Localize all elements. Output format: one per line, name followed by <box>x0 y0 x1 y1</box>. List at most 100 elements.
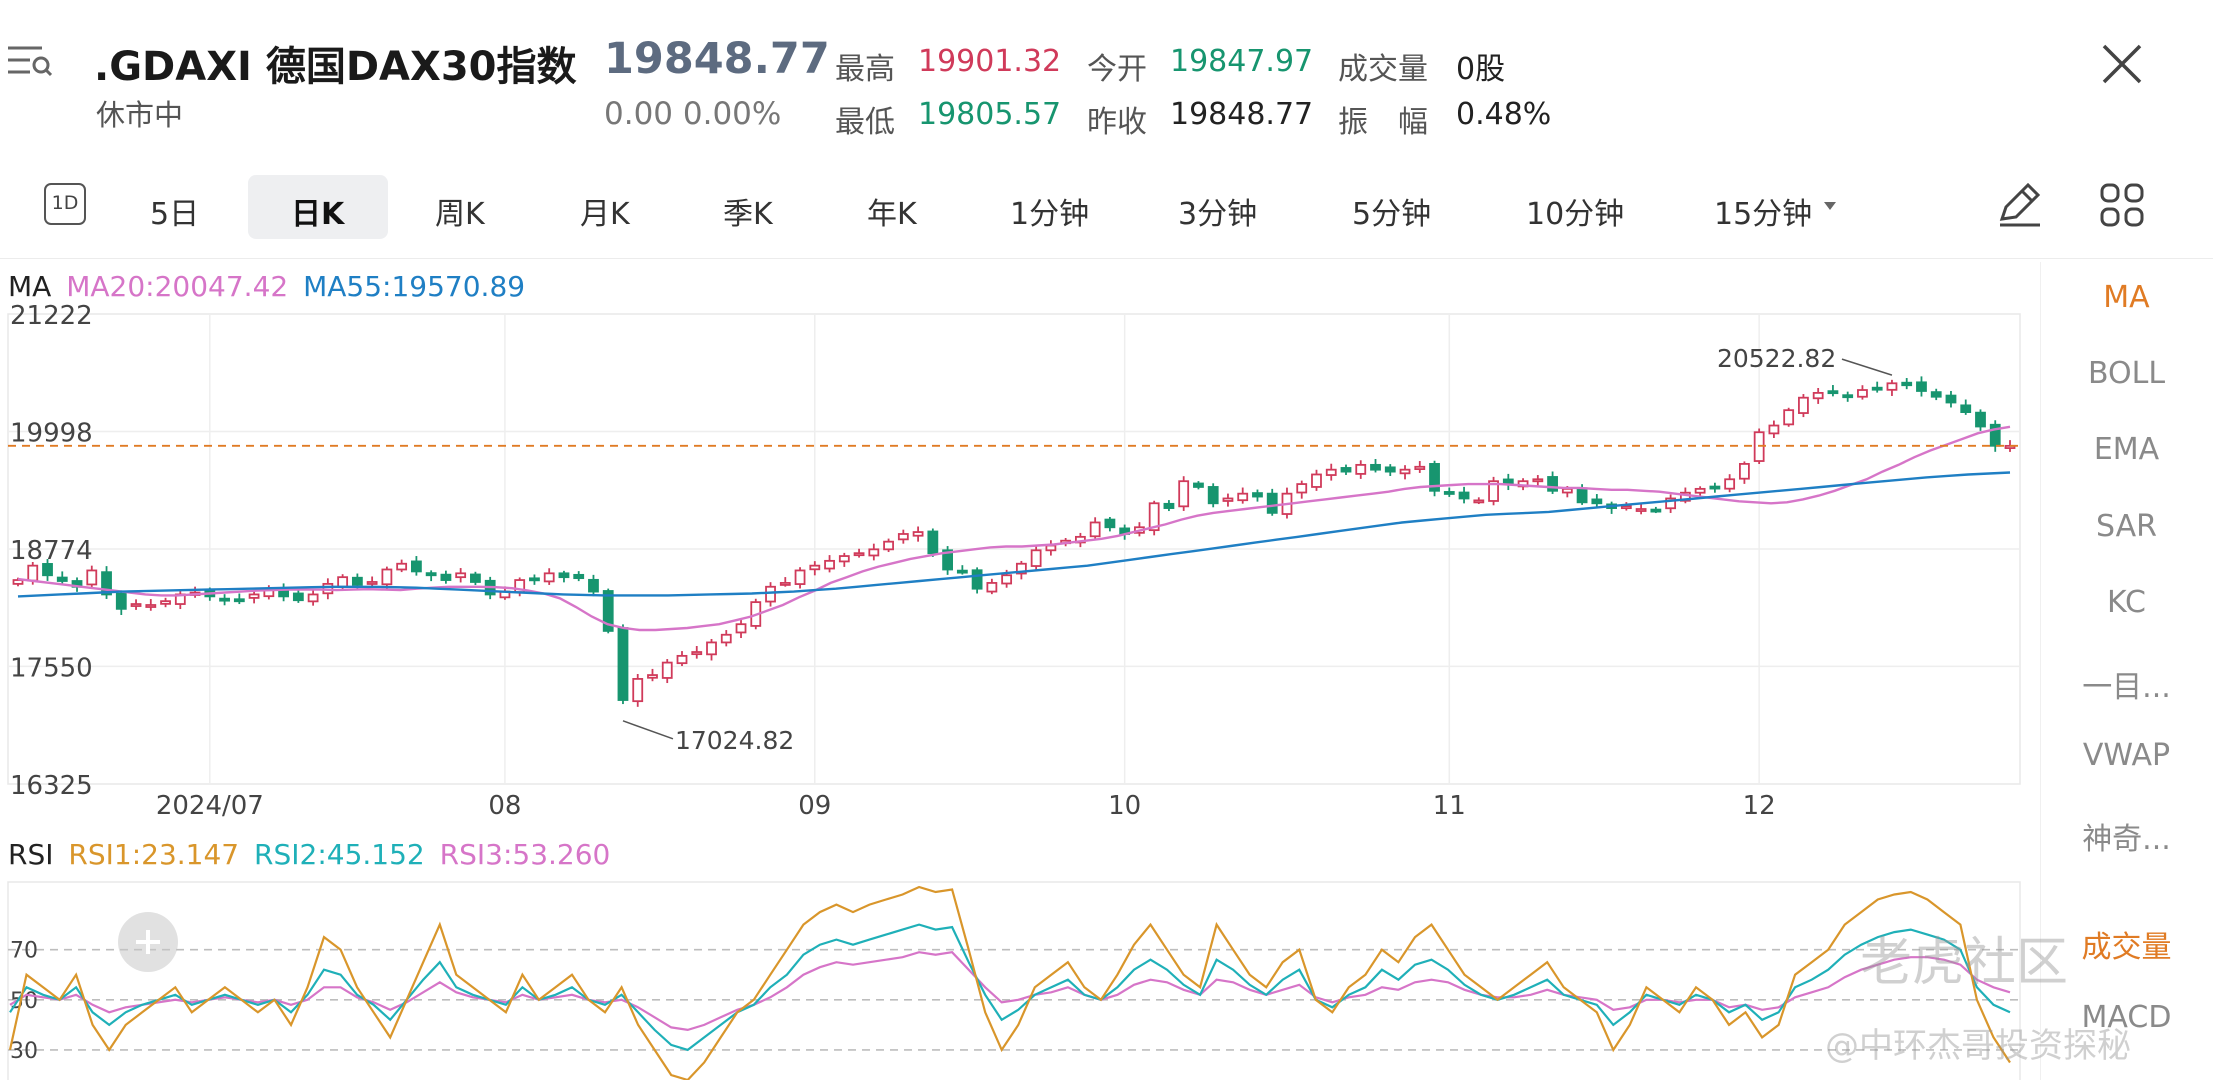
candle-body <box>912 531 924 537</box>
candle-body <box>617 627 629 701</box>
ma20-legend: MA20:20047.42 <box>66 270 289 303</box>
candle-body <box>440 573 452 581</box>
candle-body <box>853 552 865 557</box>
indicator-ma[interactable]: MA <box>2103 280 2150 315</box>
candle-body <box>1266 492 1278 514</box>
tab-3min[interactable]: 3分钟 <box>1178 197 1258 232</box>
quote-low-label: 最低 <box>835 105 895 140</box>
annotation-leader <box>622 720 674 740</box>
draw-pen-icon[interactable] <box>1996 179 2044 233</box>
candle-body <box>1783 409 1795 426</box>
candle-body <box>366 581 378 585</box>
x-tick-label: 10 <box>1108 791 1141 820</box>
quote-open-value: 19847.97 <box>1170 44 1314 79</box>
indicator-magic[interactable]: 神奇... <box>2082 822 2171 857</box>
indicator-sar[interactable]: SAR <box>2096 509 2157 544</box>
tab-daily-k[interactable]: 日K <box>291 197 345 232</box>
candle-body <box>1547 476 1558 492</box>
candle-body <box>1429 463 1440 492</box>
x-tick-label: 11 <box>1433 791 1466 820</box>
indicator-kc[interactable]: KC <box>2107 585 2146 620</box>
candlestick-chart[interactable]: 21222 19998 18774 17550 16325 2024/07 08 09 10 11… <box>0 300 2030 820</box>
period-1d-icon[interactable]: 1D <box>44 183 86 225</box>
close-icon[interactable] <box>2098 40 2146 88</box>
indicator-ichimoku[interactable]: 一目... <box>2082 670 2171 705</box>
watermark-author: @中环杰哥投资探秘 <box>1825 1026 2131 1066</box>
candle-body <box>351 576 363 586</box>
add-indicator-button[interactable] <box>118 912 178 972</box>
candle-body <box>1812 391 1824 400</box>
tab-1min[interactable]: 1分钟 <box>1010 197 1090 232</box>
panel-divider <box>2040 262 2041 1080</box>
tab-monthly-k[interactable]: 月K <box>580 197 630 232</box>
candle-body <box>1827 390 1839 395</box>
tab-5min[interactable]: 5分钟 <box>1352 197 1432 232</box>
candle-body <box>1311 473 1322 488</box>
candle-body <box>337 576 349 588</box>
candle-body <box>691 651 703 656</box>
candle-body <box>1635 508 1647 512</box>
candle-body <box>42 563 53 577</box>
ma55-line <box>17 471 2011 598</box>
candle-body <box>1709 485 1721 490</box>
candle-body <box>1798 396 1809 414</box>
candle-body <box>248 593 260 599</box>
candle-body <box>101 571 112 596</box>
candle-body <box>396 562 408 571</box>
quote-volume-value: 0股 <box>1456 52 1506 87</box>
candle-body <box>1768 424 1780 435</box>
candle-body <box>1178 480 1190 508</box>
candle-body <box>1015 562 1027 575</box>
grid-layout-icon[interactable] <box>2098 181 2146 233</box>
tab-quarterly-k[interactable]: 季K <box>723 197 773 232</box>
menu-icon[interactable] <box>6 42 53 82</box>
candle-body <box>602 590 614 632</box>
candle-body <box>1089 521 1101 538</box>
quote-prev-close-value: 19848.77 <box>1170 97 1314 132</box>
candle-body <box>1620 505 1632 510</box>
quote-amplitude-value: 0.48% <box>1456 97 1552 132</box>
indicator-vwap[interactable]: VWAP <box>2082 738 2171 773</box>
candle-body <box>942 549 953 571</box>
candle-body <box>809 564 821 571</box>
tab-yearly-k[interactable]: 年K <box>867 197 917 232</box>
tab-5day[interactable]: 5日 <box>150 197 200 232</box>
dropdown-caret-icon[interactable] <box>1822 197 1838 216</box>
candle-body <box>1207 486 1219 505</box>
candle-body <box>130 603 142 607</box>
candle-body <box>1975 411 1986 428</box>
candle-body <box>1694 487 1706 494</box>
indicator-volume[interactable]: 成交量 <box>2081 930 2172 965</box>
candle-body <box>558 572 570 579</box>
candle-body <box>588 578 599 593</box>
candle-body <box>56 576 68 582</box>
quote-low-value: 19805.57 <box>918 97 1062 132</box>
quote-high-label: 最高 <box>835 52 895 87</box>
x-tick-label: 08 <box>488 791 521 820</box>
candle-body <box>1650 508 1662 513</box>
rsi1-legend: RSI1:23.147 <box>68 838 240 871</box>
indicator-panel: MA BOLL EMA SAR KC 一目... VWAP 神奇... 成交量 … <box>2040 262 2213 1080</box>
indicator-macd[interactable]: MACD <box>2081 1000 2172 1035</box>
ma-legend-title: MA <box>8 270 52 303</box>
candle-body <box>1384 466 1396 473</box>
tab-10min[interactable]: 10分钟 <box>1526 197 1625 232</box>
tab-15min[interactable]: 15分钟 <box>1714 197 1813 232</box>
quote-open-label: 今开 <box>1087 52 1147 87</box>
rsi-tick-label: 30 <box>10 1039 38 1064</box>
candle-body <box>632 678 644 703</box>
indicator-ema[interactable]: EMA <box>2093 432 2160 467</box>
candle-body <box>1842 394 1854 399</box>
candle-body <box>1945 394 1957 404</box>
quote-amplitude-label: 振 幅 <box>1338 105 1428 140</box>
tab-weekly-k[interactable]: 周K <box>435 197 485 232</box>
candle-body <box>868 548 880 557</box>
current-price: 19848.77 <box>604 34 830 84</box>
indicator-boll[interactable]: BOLL <box>2087 356 2166 391</box>
watermark-logo: 老虎社区 <box>1860 933 2069 993</box>
tabs-divider <box>0 258 2213 259</box>
candle-body <box>160 600 171 605</box>
candle-body <box>1532 478 1544 483</box>
candle-body <box>1871 386 1883 391</box>
